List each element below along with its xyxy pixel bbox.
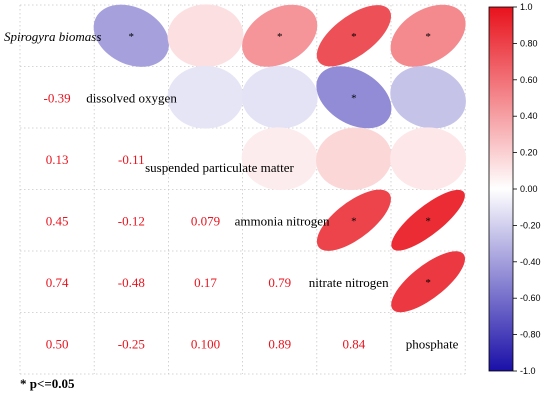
ellipse-0-5 — [390, 4, 466, 67]
coefficient-5-2: 0.100 — [191, 336, 220, 351]
coefficient-5-3: 0.89 — [268, 336, 291, 351]
ellipse-0-1 — [93, 4, 169, 67]
correlation-ellipse — [316, 5, 392, 67]
colorbar: 1.0 0.80 0.60 0.40 0.20 0.00 -0.20 -0.40 -0.60 -0… — [488, 2, 541, 376]
correlation-ellipse — [316, 127, 392, 191]
variable-label: nitrate nitrogen — [309, 275, 389, 290]
ellipse-1-4 — [316, 66, 392, 129]
colorbar-tick-label: -0.60 — [520, 293, 541, 303]
ellipse-2-5 — [390, 127, 467, 191]
ellipse-2-4 — [316, 127, 392, 191]
coefficient-4-0: 0.74 — [46, 275, 69, 290]
grid-layer — [19, 4, 466, 375]
ellipse-0-2 — [167, 4, 244, 68]
colorbar-tick-label: 0.40 — [520, 111, 538, 121]
colorbar-tick-label: -0.40 — [520, 257, 541, 267]
coefficient-layer: Spirogyra biomass * * * * -0.39 dissolved oxyg… — [4, 29, 459, 352]
ellipse-0-4 — [316, 5, 392, 67]
significance-star: * — [425, 215, 431, 227]
colorbar-tick-label: 0.60 — [520, 75, 538, 85]
correlation-ellipse — [242, 4, 318, 67]
coefficient-2-0: 0.13 — [46, 152, 69, 167]
correlation-ellipse — [391, 251, 465, 313]
correlation-ellipse — [316, 189, 391, 251]
coefficient-3-2: 0.079 — [191, 213, 220, 228]
variable-label: phosphate — [406, 336, 459, 351]
coefficient-3-1: -0.12 — [118, 213, 145, 228]
significance-star: * — [129, 31, 135, 43]
significance-footnote: * p<=0.05 — [20, 376, 75, 391]
colorbar-tick-label: -0.20 — [520, 220, 541, 230]
correlation-ellipse — [390, 127, 467, 191]
ellipse-2-3 — [241, 127, 318, 191]
ellipse-4-5 — [391, 251, 465, 313]
coefficient-5-4: 0.84 — [343, 336, 366, 351]
colorbar-tick-label: -1.0 — [520, 366, 536, 376]
variable-label: suspended particulate matter — [145, 160, 294, 175]
correlation-ellipse — [167, 4, 244, 68]
significance-star: * — [351, 92, 357, 104]
significance-star: * — [425, 277, 431, 289]
significance-star: * — [351, 31, 357, 43]
coefficient-2-1: -0.11 — [118, 152, 145, 167]
coefficient-5-0: 0.50 — [46, 336, 69, 351]
colorbar-tick-label: 0.80 — [520, 38, 538, 48]
ellipse-1-5 — [390, 66, 466, 129]
ellipse-3-5 — [391, 189, 465, 251]
variable-label: Spirogyra biomass — [4, 29, 101, 44]
ellipse-1-2 — [167, 65, 244, 129]
colorbar-tick-label: 0.00 — [520, 184, 538, 194]
colorbar-gradient — [488, 6, 514, 372]
coefficient-5-1: -0.25 — [118, 336, 145, 351]
coefficient-4-1: -0.48 — [118, 275, 145, 290]
colorbar-tick-label: 1.0 — [520, 2, 533, 12]
significance-star: * — [351, 215, 357, 227]
colorbar-tick-label: 0.20 — [520, 148, 538, 158]
correlation-ellipse — [390, 4, 466, 67]
correlation-ellipse — [391, 189, 465, 251]
ellipse-layer — [93, 4, 467, 313]
variable-label: dissolved oxygen — [86, 90, 177, 105]
significance-star: * — [425, 31, 431, 43]
ellipse-0-3 — [242, 4, 318, 67]
colorbar-tick-label: -0.80 — [520, 330, 541, 340]
ellipse-3-4 — [316, 189, 391, 251]
correlation-ellipse — [316, 66, 392, 129]
coefficient-4-2: 0.17 — [194, 275, 217, 290]
correlation-ellipse — [93, 4, 169, 67]
correlation-ellipse — [241, 65, 318, 129]
coefficient-1-0: -0.39 — [44, 90, 71, 105]
variable-label: ammonia nitrogen — [235, 213, 330, 228]
coefficient-4-3: 0.79 — [268, 275, 291, 290]
correlation-ellipse — [167, 65, 244, 129]
coefficient-3-0: 0.45 — [46, 213, 69, 228]
ellipse-1-3 — [241, 65, 318, 129]
correlation-ellipse — [241, 127, 318, 191]
correlation-ellipse — [390, 66, 466, 129]
significance-star: * — [277, 31, 283, 43]
